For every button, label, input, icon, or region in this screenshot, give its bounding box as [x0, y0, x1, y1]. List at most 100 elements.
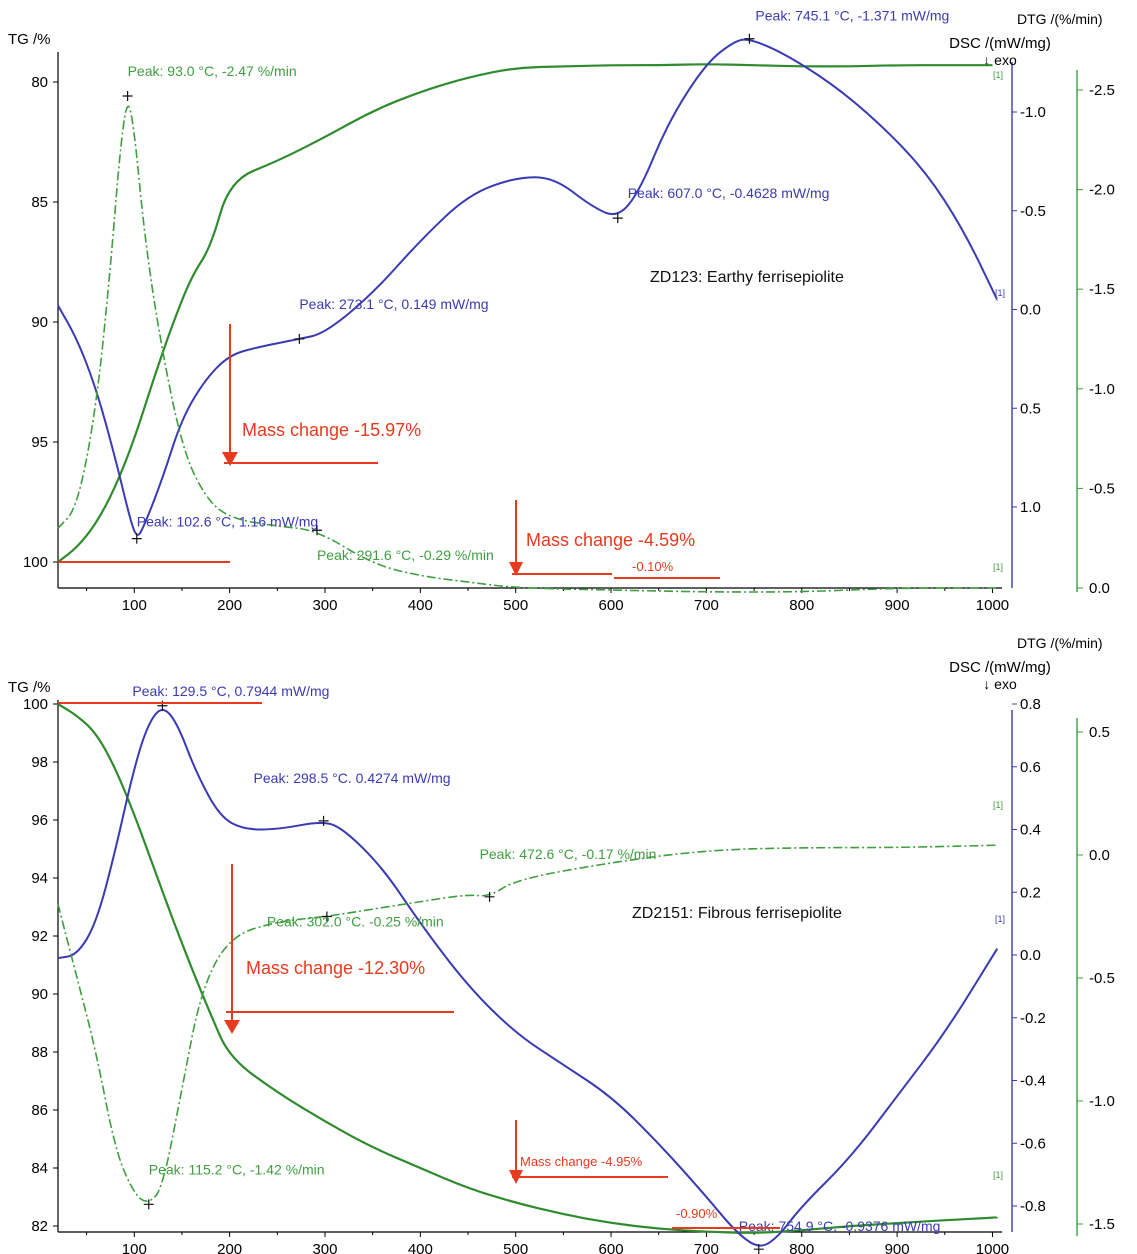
peak-label: Peak: 607.0 °C, -0.4628 mW/mg: [628, 185, 830, 201]
tg-tick-label: 94: [31, 870, 48, 887]
dtg-tick-label: 0.0: [1089, 847, 1110, 864]
mass-change-label: Mass change -15.97%: [242, 420, 421, 440]
tg-curve: [57, 63, 993, 563]
dtg-tick-label: -1.0: [1089, 1093, 1115, 1110]
x-tick-label: 300: [312, 597, 337, 614]
series-marker-label: [1]: [993, 562, 1003, 572]
dtg-tick-label: -0.5: [1089, 970, 1115, 987]
x-tick-label: 500: [503, 597, 528, 614]
tg-tick-label: 85: [31, 194, 48, 211]
x-tick-label: 500: [503, 1241, 528, 1254]
dtg-tick-label: -1.5: [1089, 1216, 1115, 1233]
peak-label: Peak: 93.0 °C, -2.47 %/min: [128, 63, 297, 79]
peak-label: Peak: 472.6 °C, -0.17 %/min: [480, 846, 657, 862]
x-tick-label: 1000: [976, 597, 1009, 614]
dtg-axis-title: DTG /(%/min): [1017, 635, 1103, 651]
peak-label: Peak: 273.1 °C, 0.149 mW/mg: [299, 296, 488, 312]
dsc-exo-direction: ↓ exo: [983, 676, 1017, 692]
panel-title: ZD2151: Fibrous ferrisepiolite: [632, 905, 842, 922]
peak-label: Peak: 115.2 °C, -1.42 %/min: [149, 1161, 325, 1177]
tg-tick-label: 90: [31, 986, 48, 1003]
chart-panel-2: 1002003004005006007008009001000Temperatu…: [8, 635, 1115, 1254]
tg-tick-label: 100: [23, 554, 48, 571]
dsc-tick-label: 0.2: [1020, 884, 1041, 901]
tg-tick-label: 86: [31, 1102, 48, 1119]
mass-change-label: Mass change -4.59%: [526, 530, 695, 550]
series-marker-label: [1]: [993, 800, 1003, 810]
x-tick-label: 100: [122, 597, 147, 614]
dsc-tick-label: -0.8: [1020, 1198, 1046, 1215]
dsc-tick-label: -0.5: [1020, 203, 1046, 220]
peak-marker: [612, 213, 623, 224]
dsc-tick-label: 0.6: [1020, 759, 1041, 776]
peak-label: Peak: 129.5 °C, 0.7944 mW/mg: [132, 683, 329, 699]
dsc-tick-label: -0.2: [1020, 1010, 1046, 1027]
peak-label: Peak: 102.6 °C, 1.16 mW/mg: [137, 514, 318, 530]
arrow-head: [224, 1020, 240, 1034]
dsc-curve: [57, 38, 999, 536]
peak-marker: [484, 891, 495, 902]
tg-curve: [57, 703, 999, 1234]
mass-change-label: Mass change -4.95%: [520, 1154, 643, 1169]
series-marker-label: [1]: [993, 1170, 1003, 1180]
arrow-head: [222, 452, 238, 466]
x-tick-label: 100: [122, 1241, 147, 1254]
dsc-axis-title: DSC /(mW/mg): [949, 35, 1051, 52]
series-marker-label: [1]: [993, 70, 1003, 80]
dtg-tick-label: 0.0: [1089, 580, 1110, 597]
arrow-head: [509, 562, 523, 576]
dsc-tick-label: -0.4: [1020, 1073, 1046, 1090]
dsc-tick-label: -0.6: [1020, 1135, 1046, 1152]
dtg-curve: [57, 844, 999, 1202]
peak-marker: [131, 533, 142, 544]
panel-title: ZD123: Earthy ferrisepiolite: [650, 269, 844, 286]
dtg-curve: [57, 105, 999, 593]
mass-change-label: -0.10%: [632, 559, 674, 574]
dtg-tick-label: -2.5: [1089, 82, 1115, 99]
peak-marker: [744, 33, 755, 44]
dtg-tick-label: -1.5: [1089, 281, 1115, 298]
peak-marker: [318, 815, 329, 826]
peak-label: Peak: 291.6 °C, -0.29 %/min: [317, 547, 494, 563]
tg-tick-label: 80: [31, 74, 48, 91]
tg-axis-title: TG /%: [8, 679, 51, 696]
tg-tick-label: 92: [31, 928, 48, 945]
peak-marker: [321, 911, 332, 922]
x-tick-label: 800: [789, 597, 814, 614]
peak-marker: [122, 90, 133, 101]
dsc-curve: [57, 709, 999, 1247]
tg-tick-label: 100: [23, 696, 48, 713]
peak-marker: [311, 525, 322, 536]
dtg-tick-label: -0.5: [1089, 480, 1115, 497]
tg-tick-label: 95: [31, 434, 48, 451]
tg-axis-title: TG /%: [8, 31, 51, 48]
dsc-axis-title: DSC /(mW/mg): [949, 659, 1051, 676]
x-tick-label: 700: [694, 1241, 719, 1254]
peak-label: Peak: 302.0 °C. -0.25 %/min: [267, 914, 444, 930]
x-tick-label: 900: [885, 597, 910, 614]
mass-change-label: -0.90%: [676, 1206, 718, 1221]
tg-tick-label: 96: [31, 812, 48, 829]
peak-label: Peak: 745.1 °C, -1.371 mW/mg: [755, 8, 949, 24]
dtg-tick-label: -1.0: [1089, 381, 1115, 398]
x-tick-label: 600: [599, 597, 624, 614]
dsc-tick-label: 0.8: [1020, 696, 1041, 713]
dsc-tick-label: 0.0: [1020, 947, 1041, 964]
dtg-axis-title: DTG /(%/min): [1017, 11, 1103, 27]
x-tick-label: 200: [217, 1241, 242, 1254]
x-tick-label: 1000: [976, 1241, 1009, 1254]
mass-change-label: Mass change -12.30%: [246, 958, 425, 978]
x-tick-label: 400: [408, 1241, 433, 1254]
dtg-tick-label: 0.5: [1089, 724, 1110, 741]
peak-label: Peak: 754.9 °C, -0.9376 mW/mg: [739, 1218, 941, 1234]
x-tick-label: 800: [789, 1241, 814, 1254]
dsc-tick-label: -1.0: [1020, 104, 1046, 121]
x-tick-label: 600: [599, 1241, 624, 1254]
dsc-tick-label: 1.0: [1020, 499, 1041, 516]
tg-tick-label: 98: [31, 754, 48, 771]
x-tick-label: 900: [885, 1241, 910, 1254]
x-tick-label: 300: [312, 1241, 337, 1254]
x-tick-label: 700: [694, 597, 719, 614]
tg-tick-label: 84: [31, 1160, 48, 1177]
